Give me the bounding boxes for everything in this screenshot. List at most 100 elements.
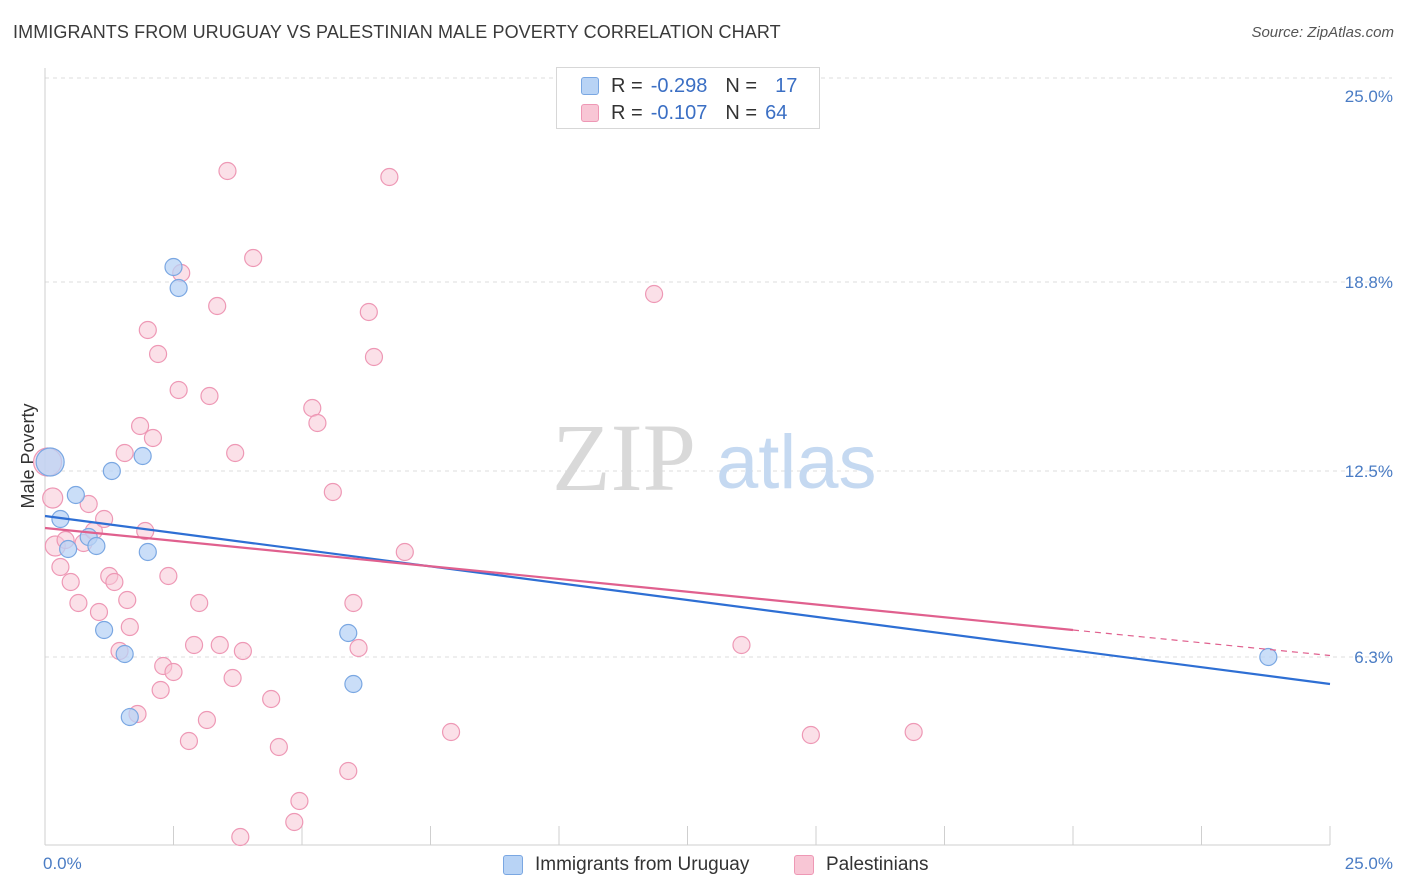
bottom-legend-palestinians: Palestinians	[794, 852, 928, 878]
palestinians-point	[200, 386, 219, 406]
palestinians-point	[344, 593, 363, 613]
uruguay-point	[120, 707, 139, 727]
palestinians-point	[290, 791, 309, 811]
legend-n-label: N =	[725, 101, 758, 124]
palestinians-point	[226, 443, 245, 463]
legend-row-palestinians: R = -0.107 N = 64	[581, 101, 787, 125]
y-axis-title: Male Poverty	[18, 403, 38, 508]
palestinians-point	[644, 284, 664, 304]
palestinians-point	[441, 722, 461, 742]
uruguay-point	[339, 623, 358, 643]
uruguay-point	[115, 644, 134, 664]
y-tick-label: 12.5%	[1345, 462, 1393, 481]
chart-source: Source: ZipAtlas.com	[1251, 24, 1394, 41]
palestinians-point	[51, 557, 70, 577]
palestinians-point	[904, 722, 923, 742]
palestinians-point	[42, 487, 64, 509]
legend-swatch-palestinians	[581, 104, 599, 122]
palestinians-point	[364, 347, 384, 367]
palestinians-point	[210, 635, 229, 655]
uruguay-point	[344, 674, 363, 694]
uruguay-point	[66, 485, 85, 505]
palestinians-point	[349, 638, 368, 658]
uruguay-point	[164, 257, 183, 277]
uruguay-point	[138, 542, 157, 562]
legend-n-value: 17	[775, 74, 798, 97]
palestinians-point	[120, 617, 139, 637]
uruguay-point	[1259, 647, 1278, 667]
uruguay-trend-line	[44, 514, 1331, 686]
legend-n-label: N =	[725, 74, 758, 97]
palestinians-trend-extension	[1072, 629, 1331, 657]
uruguay-point	[87, 536, 106, 556]
palestinians-point	[138, 320, 157, 340]
palestinians-point	[164, 662, 183, 682]
palestinians-point	[190, 593, 209, 613]
palestinians-point	[732, 635, 751, 655]
palestinians-trend-line	[44, 526, 1074, 632]
x-tick-label-min: 0.0%	[43, 854, 82, 873]
y-tick-label: 25.0%	[1345, 87, 1393, 106]
legend-n-value: 64	[765, 101, 788, 124]
palestinians-point	[395, 542, 414, 562]
palestinians-point	[244, 248, 263, 268]
watermark-atlas: atlas	[716, 420, 877, 505]
palestinians-point	[359, 302, 378, 322]
palestinians-point	[130, 416, 150, 436]
palestinians-point	[262, 689, 281, 709]
watermark: ZIP atlas	[552, 404, 877, 511]
legend-swatch-uruguay	[581, 77, 599, 95]
uruguay-point	[95, 620, 114, 640]
legend-row-uruguay: R = -0.298 N = 17	[581, 74, 797, 98]
legend-r-value: -0.107	[650, 101, 708, 124]
chart-title: IMMIGRANTS FROM URUGUAY VS PALESTINIAN M…	[13, 22, 781, 42]
y-tick-label: 6.3%	[1354, 648, 1393, 667]
palestinians-point	[308, 413, 327, 433]
palestinians-point	[143, 428, 163, 448]
uruguay-point	[133, 446, 152, 466]
palestinians-point	[339, 761, 358, 781]
palestinians-point	[801, 725, 820, 745]
palestinians-point	[115, 443, 134, 463]
palestinians-point	[148, 344, 168, 364]
bottom-swatch-uruguay	[503, 855, 523, 875]
bottom-legend-label-uruguay: Immigrants from Uruguay	[535, 854, 750, 875]
watermark-zip: ZIP	[552, 404, 696, 511]
x-tick-label-max: 25.0%	[1345, 854, 1393, 873]
gridlines	[45, 77, 1392, 658]
palestinians-point	[223, 668, 242, 688]
bottom-legend-uruguay: Immigrants from Uruguay	[503, 852, 749, 878]
legend-r-value: -0.298	[650, 74, 708, 97]
bottom-legend-label-palestinians: Palestinians	[826, 854, 929, 875]
y-tick-label: 18.8%	[1345, 273, 1393, 292]
palestinians-point	[197, 710, 217, 730]
uruguay-point	[169, 278, 188, 298]
palestinians-point	[105, 572, 124, 592]
palestinians-point	[151, 680, 170, 700]
palestinians-point	[208, 296, 227, 316]
tick-labels: 6.3% 12.5% 18.8% 25.0% 0.0% 25.0%	[43, 87, 1393, 873]
palestinians-point	[269, 737, 288, 757]
palestinians-point	[89, 602, 109, 622]
palestinians-point	[159, 566, 178, 586]
palestinians-point	[323, 482, 342, 502]
bottom-swatch-palestinians	[794, 855, 814, 875]
palestinians-point	[184, 635, 204, 655]
palestinians-point	[169, 380, 188, 400]
palestinians-point	[285, 812, 304, 832]
legend-r-label: R =	[611, 74, 643, 97]
uruguay-point	[59, 539, 78, 559]
palestinians-point	[179, 731, 199, 751]
trend-lines	[44, 514, 1331, 686]
legend-r-label: R =	[611, 101, 643, 124]
palestinians-point	[233, 641, 252, 661]
uruguay-point	[35, 447, 65, 477]
palestinians-point	[218, 161, 237, 181]
palestinians-point	[118, 590, 137, 610]
correlation-legend: R = -0.298 N = 17 R = -0.107 N = 64	[556, 67, 820, 129]
palestinians-point	[61, 572, 80, 592]
palestinians-point	[380, 167, 399, 187]
palestinians-point	[79, 494, 98, 514]
